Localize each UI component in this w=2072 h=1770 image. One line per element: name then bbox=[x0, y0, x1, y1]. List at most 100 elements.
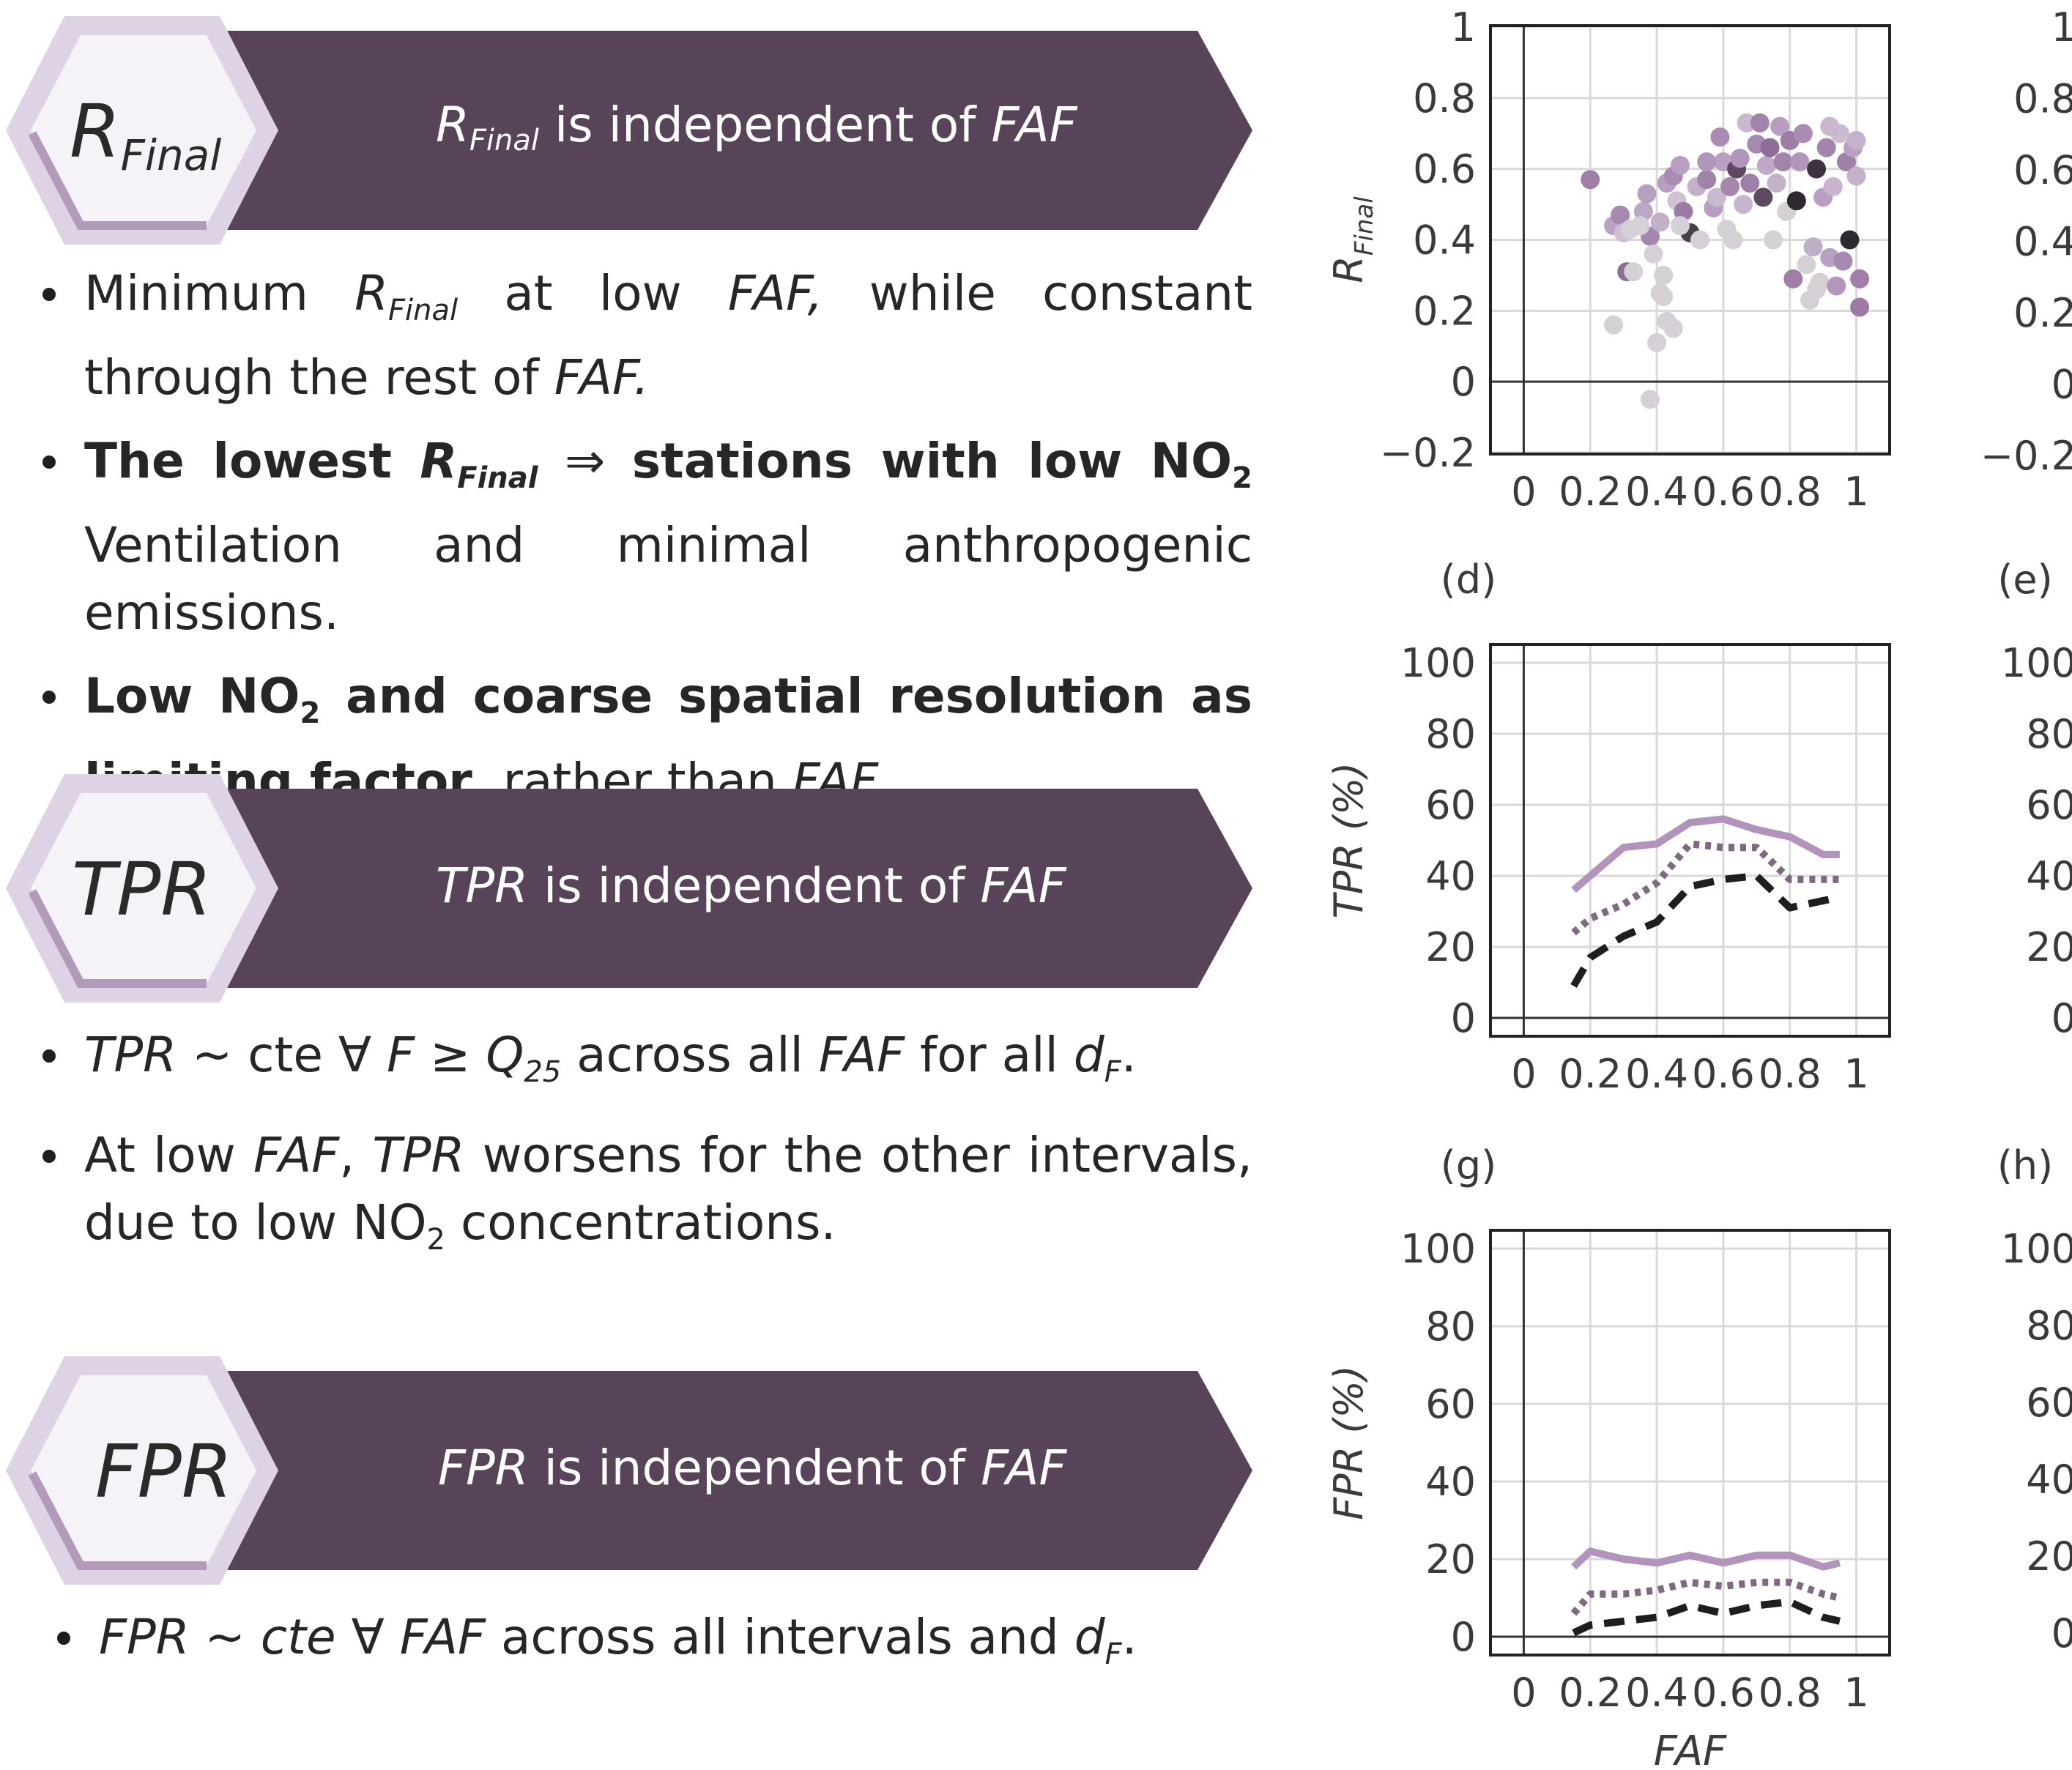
y-tick-label: 20 bbox=[1425, 924, 1476, 970]
scatter-point bbox=[1807, 280, 1827, 300]
y-tick-label: 80 bbox=[1425, 711, 1476, 757]
x-axis-label: FAF bbox=[1654, 1728, 1727, 1770]
rfinal-section: RFinal RFinal is independent of FAF Mini… bbox=[0, 0, 1289, 809]
scatter-point bbox=[1734, 195, 1753, 215]
scatter-point bbox=[1820, 116, 1840, 136]
x-tick-label: 0 bbox=[1511, 1670, 1536, 1716]
scatter-point bbox=[1850, 297, 1870, 317]
scatter-point bbox=[1663, 319, 1683, 338]
scatter-point bbox=[1823, 176, 1843, 196]
series-line-dotted bbox=[1570, 1578, 1841, 1616]
scatter-point bbox=[1750, 113, 1770, 133]
neighbor-y-tick-label: 20 bbox=[2026, 924, 2072, 970]
scatter-point bbox=[1641, 390, 1660, 409]
y-tick-label: 0.2 bbox=[1413, 288, 1476, 334]
rfinal-banner: RFinal RFinal is independent of FAF bbox=[0, 15, 1260, 249]
y-tick-label: 0 bbox=[1451, 1614, 1476, 1660]
fpr-banner-title: FPR is independent of FAF bbox=[438, 1440, 1067, 1496]
x-tick-label: 0.4 bbox=[1625, 1670, 1688, 1716]
x-tick-label: 1 bbox=[1843, 1051, 1868, 1097]
neighbor-y-tick-label: 0.8 bbox=[2013, 76, 2072, 122]
y-axis-label: RFinal bbox=[1326, 196, 1379, 283]
scatter-point bbox=[1644, 244, 1663, 264]
scatter-point bbox=[1630, 216, 1650, 236]
neighbor-y-tick-label: 40 bbox=[2026, 1457, 2072, 1503]
neighbor-y-tick-label: 0.2 bbox=[2013, 290, 2072, 336]
tpr-hex-label: TPR bbox=[72, 847, 212, 932]
x-tick-label: 0 bbox=[1511, 1051, 1536, 1097]
y-tick-label: 0.8 bbox=[1413, 75, 1476, 122]
tpr-banner-shape bbox=[6, 774, 1252, 1003]
y-axis-label: TPR (%) bbox=[1326, 762, 1372, 919]
scatter-point bbox=[1827, 276, 1846, 296]
neighbor-y-tick-label: 60 bbox=[2026, 1380, 2072, 1426]
scatter-point bbox=[1637, 184, 1657, 204]
scatter-point bbox=[1674, 201, 1693, 221]
neighbor-y-tick-label: 0.6 bbox=[2013, 147, 2072, 193]
scatter-point bbox=[1783, 269, 1803, 289]
neighbor-y-tick-label: 80 bbox=[2026, 711, 2072, 757]
y-tick-label: 80 bbox=[1425, 1304, 1476, 1350]
x-tick-label: 0.2 bbox=[1559, 1051, 1622, 1097]
fpr-hex-label: FPR bbox=[95, 1429, 233, 1514]
chart-panel-2: TPR (%) bbox=[1326, 643, 1891, 1038]
tpr-section: TPR TPR is independent of FAF TPR ~ cte … bbox=[0, 773, 1289, 1300]
scatter-point bbox=[1797, 255, 1816, 275]
x-tick-label: 0.8 bbox=[1759, 469, 1822, 515]
scatter-point bbox=[1767, 174, 1786, 193]
scatter-point bbox=[1647, 332, 1667, 352]
y-tick-label: 20 bbox=[1425, 1536, 1476, 1583]
scatter-point bbox=[1697, 170, 1717, 190]
x-tick-label: 0.8 bbox=[1759, 1051, 1822, 1097]
series-line-dashed bbox=[1570, 872, 1841, 988]
neighbor-y-tick-label: 0 bbox=[2051, 1610, 2072, 1656]
fpr-banner-shape bbox=[6, 1356, 1252, 1585]
chart-panel-3: FPR (%) bbox=[1326, 1229, 1891, 1656]
scatter-point bbox=[1633, 201, 1653, 221]
plot-frame bbox=[1489, 24, 1891, 455]
scatter-point bbox=[1770, 116, 1790, 136]
y-axis-label: FPR (%) bbox=[1326, 1365, 1372, 1520]
y-tick-label: 1 bbox=[1451, 4, 1476, 51]
neighbor-y-tick-label: 0.4 bbox=[2013, 219, 2072, 265]
panel-label-right: (e) bbox=[1997, 557, 2052, 603]
scatter-point bbox=[1753, 187, 1773, 207]
scatter-point bbox=[1697, 152, 1717, 171]
rfinal-bullet-list: Minimum RFinal at low FAF, while constan… bbox=[37, 260, 1252, 831]
scatter-point bbox=[1773, 152, 1793, 171]
neighbor-y-tick-label: 100 bbox=[2001, 1226, 2072, 1272]
scatter-point bbox=[1816, 138, 1836, 157]
series-line-dashed bbox=[1572, 1598, 1841, 1637]
fpr-banner: FPR FPR is independent of FAF bbox=[0, 1355, 1260, 1589]
y-tick-label: 0 bbox=[1451, 359, 1476, 405]
plot-frame bbox=[1489, 1229, 1891, 1656]
scatter-point bbox=[1737, 113, 1756, 133]
y-tick-label: 60 bbox=[1425, 1381, 1476, 1427]
x-tick-label: 0.2 bbox=[1559, 469, 1622, 515]
x-tick-label: 0.6 bbox=[1692, 1051, 1755, 1097]
tpr-bullet-2: At low FAF, TPR worsens for the other in… bbox=[37, 1122, 1252, 1273]
x-tick-label: 0 bbox=[1511, 469, 1536, 515]
scatter-point bbox=[1840, 230, 1860, 250]
neighbor-y-tick-label: 60 bbox=[2026, 782, 2072, 828]
scatter-point bbox=[1654, 286, 1674, 306]
scatter-point bbox=[1581, 170, 1600, 190]
scatter-point bbox=[1846, 130, 1866, 150]
charts-area: RFinal 0 0.2 0.4 0.6 0.8 1 1 0.8 0.6 0.4 0.2 0 −0.2 TP… bbox=[1318, 0, 2072, 1770]
y-tick-label: 60 bbox=[1425, 782, 1476, 828]
rfinal-banner-shape bbox=[6, 16, 1252, 245]
scatter-point bbox=[1846, 166, 1866, 186]
fpr-section: FPR FPR is independent of FAF FPR ~ cte … bbox=[0, 1355, 1289, 1721]
scatter-point bbox=[1730, 149, 1750, 168]
fpr-bullet-1: FPR ~ cte ∀ FAF across all intervals and… bbox=[51, 1604, 1267, 1688]
scatter-point bbox=[1836, 152, 1856, 171]
x-tick-label: 0.8 bbox=[1759, 1670, 1822, 1716]
scatter-point bbox=[1690, 230, 1710, 250]
scatter-point bbox=[1720, 176, 1739, 196]
scatter-point bbox=[1803, 237, 1823, 257]
scatter-point bbox=[1604, 315, 1624, 335]
y-tick-label: 0 bbox=[1451, 995, 1476, 1041]
tpr-bullet-list: TPR ~ cte ∀ F ≥ Q25 across all FAF for a… bbox=[37, 1022, 1252, 1290]
neighbor-y-tick-label: 40 bbox=[2026, 853, 2072, 899]
x-tick-label: 1 bbox=[1843, 469, 1868, 515]
